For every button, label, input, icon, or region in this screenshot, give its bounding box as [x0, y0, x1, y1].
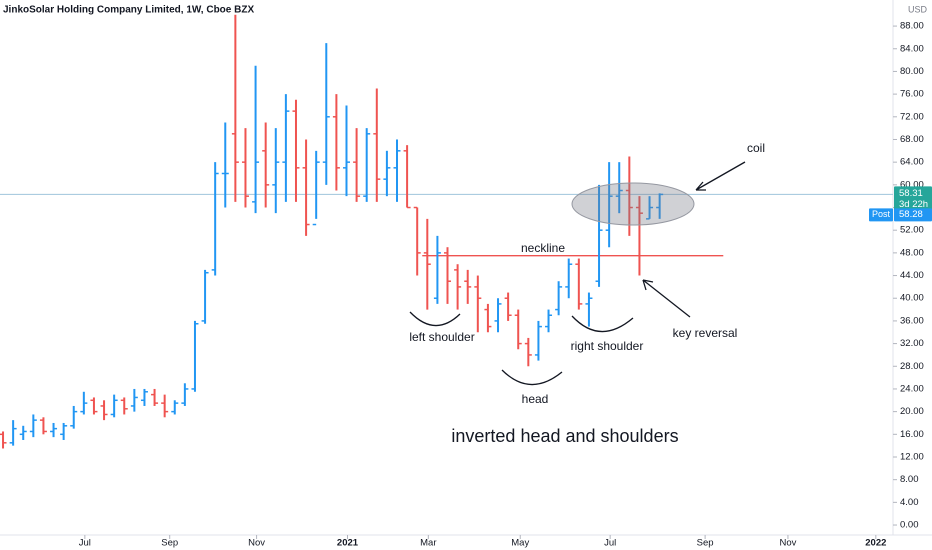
- y-tick-label: 20.00: [900, 406, 924, 417]
- x-tick-label: 2021: [337, 538, 359, 549]
- currency-label: USD: [908, 4, 928, 14]
- y-tick-label: 32.00: [900, 338, 924, 349]
- x-tick-label: Nov: [248, 538, 265, 549]
- left-shoulder-arc: [409, 311, 461, 327]
- pattern-label: inverted head and shoulders: [451, 426, 678, 446]
- y-tick-label: 72.00: [900, 111, 924, 122]
- post-tag-box: [869, 208, 893, 222]
- plot: [0, 14, 893, 449]
- post-tag: Post: [872, 209, 891, 219]
- coil-ellipse: [571, 182, 695, 226]
- x-tick-label: May: [511, 538, 529, 549]
- x-tick-label: 2022: [865, 538, 886, 549]
- y-tick-label: 52.00: [900, 225, 924, 236]
- y-tick-label: 36.00: [900, 315, 924, 326]
- y-tick-label: 24.00: [900, 383, 924, 394]
- y-tick-label: 4.00: [900, 497, 919, 508]
- y-tick-label: 16.00: [900, 429, 924, 440]
- x-tick-label: Sep: [697, 538, 714, 549]
- annotation: coil: [747, 141, 765, 155]
- annotation: left shoulder: [409, 330, 474, 344]
- annotation: right shoulder: [571, 339, 644, 353]
- y-tick-label: 40.00: [900, 293, 924, 304]
- y-tick-label: 48.00: [900, 247, 924, 258]
- annotation: key reversal: [673, 326, 738, 340]
- head-arc: [501, 369, 563, 386]
- y-tick-label: 64.00: [900, 157, 924, 168]
- last-price-label: 58.31: [899, 188, 923, 199]
- y-tick-label: 28.00: [900, 361, 924, 372]
- neckline-label: neckline: [521, 241, 565, 255]
- y-tick-label: 0.00: [900, 520, 919, 531]
- y-tick-label: 8.00: [900, 474, 919, 485]
- x-tick-label: Sep: [161, 538, 178, 549]
- y-tick-label: 76.00: [900, 89, 924, 100]
- y-tick-label: 60.00: [900, 179, 924, 190]
- post-price-label: 58.28: [899, 209, 923, 220]
- y-tick-label: 12.00: [900, 452, 924, 463]
- coil-arrow: [695, 161, 746, 191]
- y-tick-label: 68.00: [900, 134, 924, 145]
- y-tick-label: 88.00: [900, 21, 924, 32]
- right-shoulder-arc: [571, 315, 634, 333]
- last-price-box: [894, 186, 932, 213]
- countdown-label: 3d 22h: [899, 199, 928, 210]
- x-tick-label: Jul: [604, 538, 616, 549]
- annotation: head: [522, 392, 549, 406]
- x-tick-label: Nov: [779, 538, 796, 549]
- post-price-box: [894, 208, 932, 222]
- y-tick-label: 44.00: [900, 270, 924, 281]
- key-reversal-arrow: [642, 279, 691, 318]
- x-tick-label: Jul: [79, 538, 91, 549]
- y-tick-label: 84.00: [900, 43, 924, 54]
- x-tick-label: Mar: [420, 538, 436, 549]
- chart-title: JinkoSolar Holding Company Limited, 1W, …: [3, 5, 254, 16]
- y-tick-label: 80.00: [900, 66, 924, 77]
